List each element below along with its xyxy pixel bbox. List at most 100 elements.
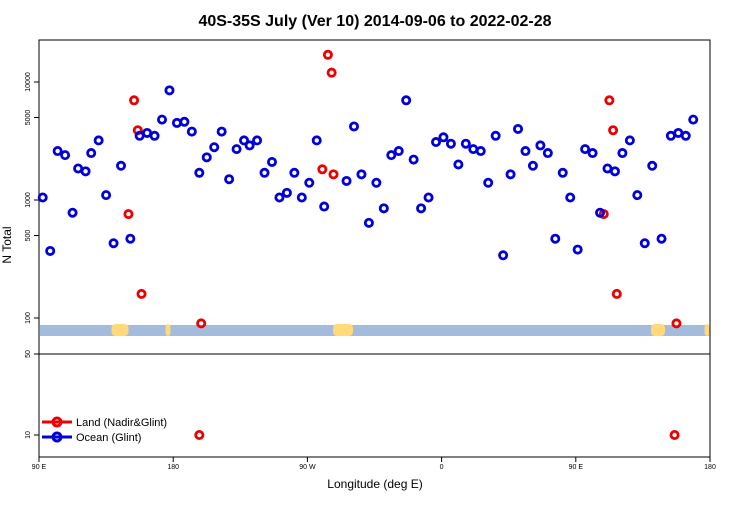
ocean-point-40 (348, 121, 359, 132)
ocean-point-23 (209, 142, 220, 153)
ocean-point-2 (52, 146, 63, 157)
ocean-point-34 (289, 167, 300, 178)
ocean-point-55 (460, 138, 471, 149)
land-mask-band (40, 325, 709, 336)
ocean-point-49 (416, 203, 427, 214)
ocean-point-11 (116, 160, 127, 171)
chart-title: 40S-35S July (Ver 10) 2014-09-06 to 2022… (198, 13, 551, 30)
land-point-7 (322, 49, 333, 60)
ocean-point-72 (587, 148, 598, 159)
y-tick-label-lower-1: 50 (25, 350, 32, 358)
ocean-point-1 (45, 245, 56, 256)
land-patch-0 (111, 324, 129, 336)
ocean-point-66 (542, 148, 553, 159)
ocean-point-10 (108, 238, 119, 249)
ocean-point-57 (475, 146, 486, 157)
ocean-point-25 (224, 174, 235, 185)
ocean-point-15 (149, 130, 160, 141)
land-point-4 (196, 318, 207, 329)
ocean-point-81 (656, 233, 667, 244)
ocean-point-64 (527, 160, 538, 171)
y-tick-label-upper-3: 5000 (25, 110, 32, 126)
land-patch-4 (704, 324, 710, 336)
ocean-point-79 (639, 238, 650, 249)
land-mask-patches (111, 324, 710, 336)
ocean-point-78 (632, 190, 643, 201)
ocean-point-31 (266, 156, 277, 167)
ocean-point-60 (498, 250, 509, 261)
ocean-point-47 (401, 95, 412, 106)
land-patch-3 (165, 324, 171, 336)
data-points (37, 49, 699, 440)
ocean-point-50 (423, 192, 434, 203)
y-tick-label-upper-0: 100 (25, 312, 32, 324)
y-tick-label-upper-2: 1000 (25, 192, 32, 208)
land-point-9 (328, 169, 339, 180)
y-axis-label: N Total (0, 226, 14, 263)
ocean-point-68 (557, 167, 568, 178)
ocean-point-39 (341, 175, 352, 186)
x-tick-label-0: 90 E (32, 464, 47, 471)
ocean-point-54 (453, 159, 464, 170)
ocean-point-4 (67, 207, 78, 218)
land-point-1 (129, 95, 140, 106)
ocean-point-63 (520, 146, 531, 157)
ocean-point-53 (445, 138, 456, 149)
ocean-point-75 (609, 166, 620, 177)
land-point-0 (123, 209, 134, 220)
land-point-11 (604, 95, 615, 106)
ocean-point-62 (513, 123, 524, 134)
y-axis-lower: 10 50 (25, 350, 39, 439)
ocean-point-69 (565, 192, 576, 203)
ocean-point-24 (216, 126, 227, 137)
ocean-point-67 (550, 233, 561, 244)
lower-plot-frame (38, 353, 711, 458)
ocean-point-45 (386, 150, 397, 161)
y-tick-label-lower-0: 10 (25, 431, 32, 439)
ocean-point-20 (186, 126, 197, 137)
legend-ocean-marker (51, 431, 63, 443)
ocean-point-59 (490, 130, 501, 141)
ocean-point-51 (431, 137, 442, 148)
ocean-point-29 (252, 135, 263, 146)
ocean-point-32 (274, 192, 285, 203)
ocean-point-80 (647, 160, 658, 171)
ocean-point-27 (239, 135, 250, 146)
y-tick-label-upper-1: 500 (25, 230, 32, 242)
ocean-point-48 (408, 154, 419, 165)
ocean-point-21 (194, 167, 205, 178)
ocean-point-6 (80, 166, 91, 177)
land-point-12 (608, 125, 619, 136)
ocean-point-7 (86, 148, 97, 159)
legend-land-marker (51, 416, 63, 428)
x-tick-label-3: 0 (440, 464, 444, 471)
ocean-point-8 (93, 135, 104, 146)
ocean-point-61 (505, 169, 516, 180)
legend-land-label: Land (Nadir&Glint) (76, 417, 167, 429)
ocean-point-58 (483, 177, 494, 188)
land-point-8 (326, 67, 337, 78)
ocean-point-28 (244, 140, 255, 151)
x-tick-label-1: 180 (167, 464, 179, 471)
ocean-point-12 (125, 233, 136, 244)
y-tick-label-upper-4: 10000 (25, 72, 32, 92)
ocean-point-77 (624, 135, 635, 146)
ocean-point-17 (164, 85, 175, 96)
ocean-point-41 (356, 169, 367, 180)
ocean-point-38 (319, 201, 330, 212)
ocean-point-43 (371, 177, 382, 188)
ocean-point-35 (296, 192, 307, 203)
ocean-point-76 (617, 148, 628, 159)
ocean-point-52 (438, 132, 449, 143)
ocean-point-22 (201, 152, 212, 163)
x-tick-label-2: 90 W (299, 464, 316, 471)
x-axis-label: Longitude (deg E) (327, 477, 422, 491)
ocean-point-30 (259, 167, 270, 178)
ocean-point-65 (535, 140, 546, 151)
ocean-point-26 (231, 144, 242, 155)
x-tick-label-4: 90 E (569, 464, 584, 471)
ocean-point-33 (281, 187, 292, 198)
ocean-point-85 (688, 114, 699, 125)
